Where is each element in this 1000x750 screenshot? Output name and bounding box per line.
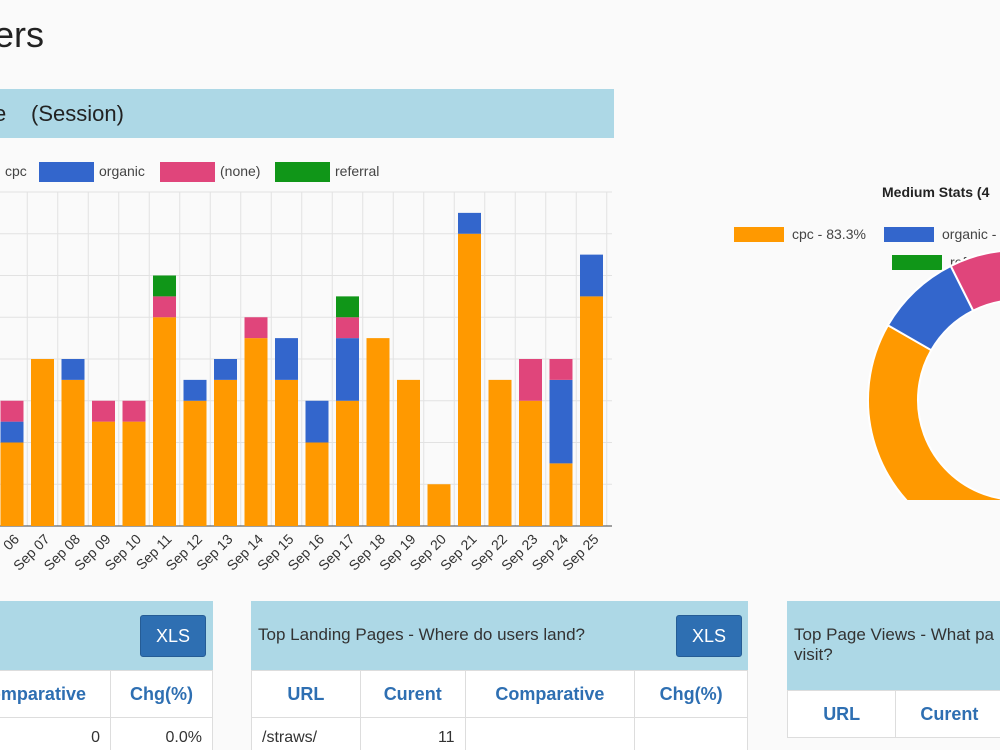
bar-organic	[336, 338, 359, 401]
bar-cpc	[366, 338, 390, 526]
bar-organic	[275, 338, 298, 380]
legend-label: cpc - 83.3%	[792, 226, 866, 242]
table-cell	[634, 717, 748, 750]
legend-swatch	[734, 227, 784, 242]
bar-cpc	[61, 379, 85, 526]
column-header[interactable]: Curent	[895, 690, 1000, 738]
legend-label: (none)	[220, 163, 260, 179]
bar-cpc	[336, 400, 359, 526]
top-landing-pages-xls-button[interactable]: XLS	[676, 615, 742, 657]
bar-none	[244, 317, 268, 339]
table-cell: 0.0%	[109, 717, 214, 750]
bar-referral	[336, 296, 359, 318]
bar-cpc	[244, 338, 268, 526]
table-cell[interactable]: /straws/	[251, 717, 361, 750]
legend-label: cpc	[5, 163, 27, 179]
table-header-row: URL Curent	[786, 690, 1000, 738]
legend-label: organic	[99, 163, 145, 179]
bar-cpc	[122, 421, 146, 526]
bar-none	[153, 296, 176, 318]
bar-cpc	[153, 317, 176, 526]
bar-cpc	[275, 379, 298, 526]
bar-cpc	[183, 400, 207, 526]
column-header[interactable]: omparative	[0, 670, 111, 718]
bar-organic	[61, 359, 85, 380]
pie-slice-none	[949, 250, 1000, 312]
page-title: ers	[0, 14, 45, 55]
top-landing-pages-panel: Top Landing Pages - Where do users land?…	[251, 601, 748, 750]
bar-cpc	[397, 379, 420, 526]
table-header-row: URL Curent Comparative Chg(%)	[251, 670, 748, 718]
bar-organic	[549, 379, 573, 464]
bar-organic	[183, 379, 207, 401]
table-cell	[464, 717, 636, 750]
top-landing-pages-title: Top Landing Pages - Where do users land?	[258, 625, 585, 644]
top-landing-pages-table: URL Curent Comparative Chg(%) /straws/ 1…	[251, 670, 748, 750]
table-cell: 11	[359, 717, 466, 750]
pie-slice-cpc	[867, 323, 1000, 500]
chart-panel-title-right: (Session)	[31, 101, 124, 126]
column-header[interactable]: Comparative	[464, 670, 636, 718]
bar-none	[0, 400, 24, 422]
bar-none	[519, 359, 542, 401]
chart-panel-header: e (Session)	[0, 89, 614, 138]
column-header[interactable]: URL	[251, 670, 361, 718]
bar-cpc	[488, 379, 512, 526]
table-row: 0 0.0%	[0, 717, 214, 750]
pie-title: Medium Stats (4	[882, 184, 990, 200]
column-header[interactable]: Chg(%)	[109, 670, 214, 718]
column-header[interactable]: Chg(%)	[634, 670, 748, 718]
top-landing-pages-header: Top Landing Pages - Where do users land?	[251, 601, 748, 670]
legend-swatch	[160, 162, 215, 182]
bar-cpc	[92, 421, 115, 526]
legend-label: referral	[335, 163, 379, 179]
bar-cpc	[580, 296, 603, 526]
bar-none	[92, 400, 115, 422]
top-page-views-table: URL Curent	[786, 690, 1000, 738]
legend-swatch	[39, 162, 94, 182]
bar-organic	[458, 212, 481, 234]
bar-organic	[0, 421, 24, 443]
top-page-views-header: Top Page Views - What pa visit?	[787, 601, 1000, 690]
legend-swatch	[884, 227, 934, 242]
table-header-row: omparative Chg(%)	[0, 670, 214, 718]
bar-organic	[305, 400, 329, 443]
top-page-views-panel: Top Page Views - What pa visit? URL Cure…	[786, 601, 1000, 750]
bar-cpc	[305, 442, 329, 526]
bar-cpc	[458, 233, 481, 526]
top-page-views-title: Top Page Views - What pa visit?	[794, 625, 995, 664]
left-table-panel: XLS omparative Chg(%) 0 0.0%	[0, 601, 214, 750]
bar-cpc	[519, 400, 542, 526]
column-header[interactable]: Curent	[359, 670, 466, 718]
chart-grid	[0, 191, 612, 527]
bar-referral	[153, 275, 176, 297]
bar-cpc	[427, 484, 451, 526]
bar-cpc	[0, 442, 24, 526]
table-cell: 0	[0, 717, 111, 750]
bar-none	[122, 400, 146, 422]
legend-swatch	[892, 255, 942, 270]
bar-organic	[214, 359, 237, 380]
x-tick-label: 06	[0, 531, 22, 553]
left-xls-button[interactable]: XLS	[140, 615, 206, 657]
chart-panel-title-left: e	[0, 101, 7, 126]
bar-cpc	[214, 379, 237, 526]
bar-cpc	[549, 463, 573, 526]
legend-label: organic -	[942, 226, 997, 242]
legend-swatch	[275, 162, 330, 182]
bar-cpc	[31, 359, 54, 526]
table-row: /straws/ 11	[251, 717, 748, 750]
bar-none	[336, 317, 359, 339]
bar-none	[549, 359, 573, 380]
left-table: omparative Chg(%) 0 0.0%	[0, 670, 214, 750]
bar-organic	[580, 254, 603, 297]
column-header[interactable]: URL	[786, 690, 897, 738]
